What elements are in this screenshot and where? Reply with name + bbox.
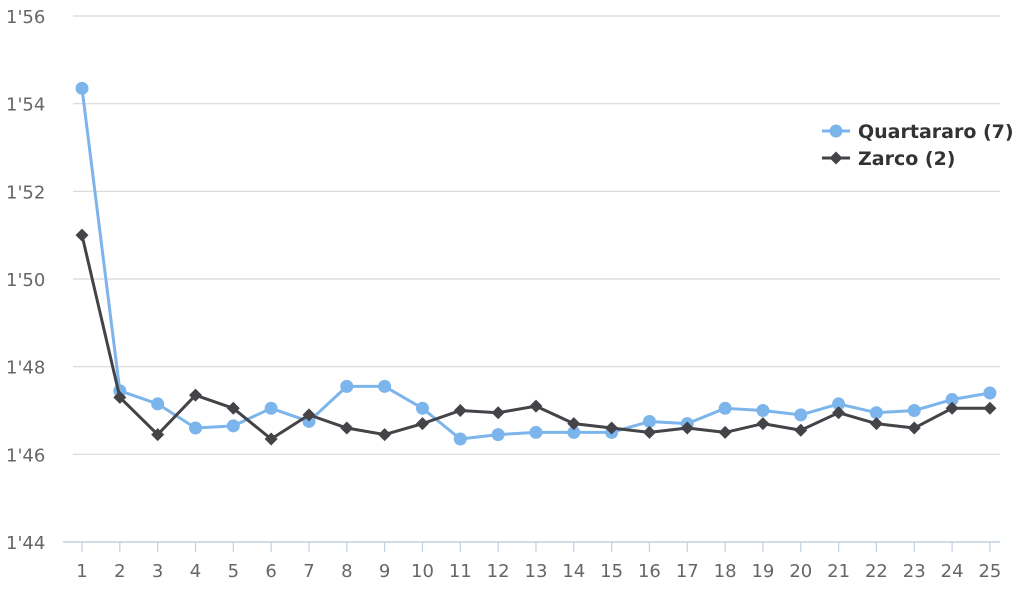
x-tick-label: 13 (525, 561, 548, 582)
x-tick-label: 5 (228, 561, 239, 582)
data-point (794, 408, 808, 422)
y-tick-label: 1'46 (6, 445, 45, 466)
x-tick-label: 7 (303, 561, 314, 582)
y-tick-label: 1'56 (6, 7, 45, 28)
data-point (832, 406, 846, 420)
y-tick-label: 1'48 (6, 358, 45, 379)
data-point (605, 421, 619, 435)
legend-circle-icon (829, 124, 843, 138)
data-point (983, 401, 997, 415)
x-tick-label: 6 (265, 561, 276, 582)
data-point (907, 404, 921, 417)
x-tick-label: 20 (789, 561, 812, 582)
legend: Quartararo (7) Zarco (2) (822, 121, 1014, 170)
data-point (907, 421, 921, 435)
data-point (378, 428, 392, 442)
x-tick-label: 23 (903, 561, 926, 582)
y-tick-label: 1'50 (6, 270, 45, 291)
data-point (113, 390, 127, 404)
series-layer (75, 81, 997, 446)
data-point (378, 379, 392, 393)
series-quartararo (75, 81, 997, 446)
data-point (567, 425, 581, 439)
x-tick-label: 15 (600, 561, 623, 582)
y-tick-label: 1'44 (6, 533, 45, 554)
x-tick-label: 1 (76, 561, 87, 582)
x-tick-label: 18 (714, 561, 737, 582)
data-point (718, 425, 732, 439)
x-tick-label: 22 (865, 561, 888, 582)
x-tick-label: 12 (487, 561, 510, 582)
x-tick-label: 3 (152, 561, 163, 582)
legend-item: Quartararo (7) (822, 121, 1014, 143)
data-point (642, 425, 656, 439)
data-point (945, 401, 959, 415)
data-point (188, 421, 202, 435)
grid-layer (73, 15, 1000, 455)
data-point (869, 406, 883, 420)
x-tick-label: 19 (751, 561, 774, 582)
data-point (945, 393, 959, 407)
data-point (226, 401, 240, 415)
x-tick-label: 8 (341, 561, 352, 582)
data-point (869, 417, 883, 431)
data-point (226, 419, 240, 433)
x-tick-label: 10 (411, 561, 434, 582)
x-tick-label: 25 (978, 561, 1001, 582)
legend-label: Zarco (2) (858, 148, 956, 170)
x-tick-label: 24 (941, 561, 964, 582)
data-point (529, 425, 543, 439)
data-point (491, 428, 505, 442)
data-point (75, 228, 89, 242)
x-tick-label: 9 (379, 561, 390, 582)
data-point (340, 379, 354, 393)
x-axis-tick-labels: 1 2 3 4 5 6 7 8 9 10 11 12 13 14 15 16 17 18 19 20 21 22 23 24 2… (76, 561, 1001, 582)
data-point (151, 397, 165, 411)
data-point (680, 421, 694, 435)
data-point (983, 386, 997, 400)
series-line (80, 86, 992, 441)
data-point (453, 404, 467, 417)
data-point (75, 81, 89, 95)
data-point (340, 421, 354, 435)
data-point (642, 414, 656, 428)
x-tick-label: 14 (562, 561, 585, 582)
data-point (415, 401, 429, 415)
data-point (415, 417, 429, 431)
legend-diamond-icon (829, 151, 843, 165)
data-point (151, 428, 165, 442)
y-axis-tick-labels: 1'44 1'46 1'48 1'50 1'52 1'54 1'56 (6, 7, 45, 554)
data-point (794, 423, 808, 437)
data-point (756, 417, 770, 431)
x-tick-label: 4 (190, 561, 201, 582)
data-point (756, 404, 770, 417)
y-tick-label: 1'52 (6, 182, 45, 203)
data-point (832, 397, 846, 411)
data-point (567, 417, 581, 431)
x-tick-label: 17 (676, 561, 699, 582)
legend-item: Zarco (2) (822, 148, 956, 170)
x-tick-label: 11 (449, 561, 472, 582)
data-point (529, 399, 543, 413)
x-tick-label: 16 (638, 561, 661, 582)
x-axis (63, 541, 1000, 552)
y-tick-label: 1'54 (6, 95, 45, 116)
x-tick-label: 21 (827, 561, 850, 582)
data-point (188, 388, 202, 402)
series-zarco (75, 228, 997, 446)
data-point (302, 408, 316, 422)
data-point (718, 401, 732, 415)
data-point (264, 432, 278, 446)
data-point (453, 432, 467, 446)
data-point (264, 401, 278, 415)
data-point (491, 406, 505, 420)
x-tick-label: 2 (114, 561, 125, 582)
legend-label: Quartararo (7) (858, 121, 1014, 143)
